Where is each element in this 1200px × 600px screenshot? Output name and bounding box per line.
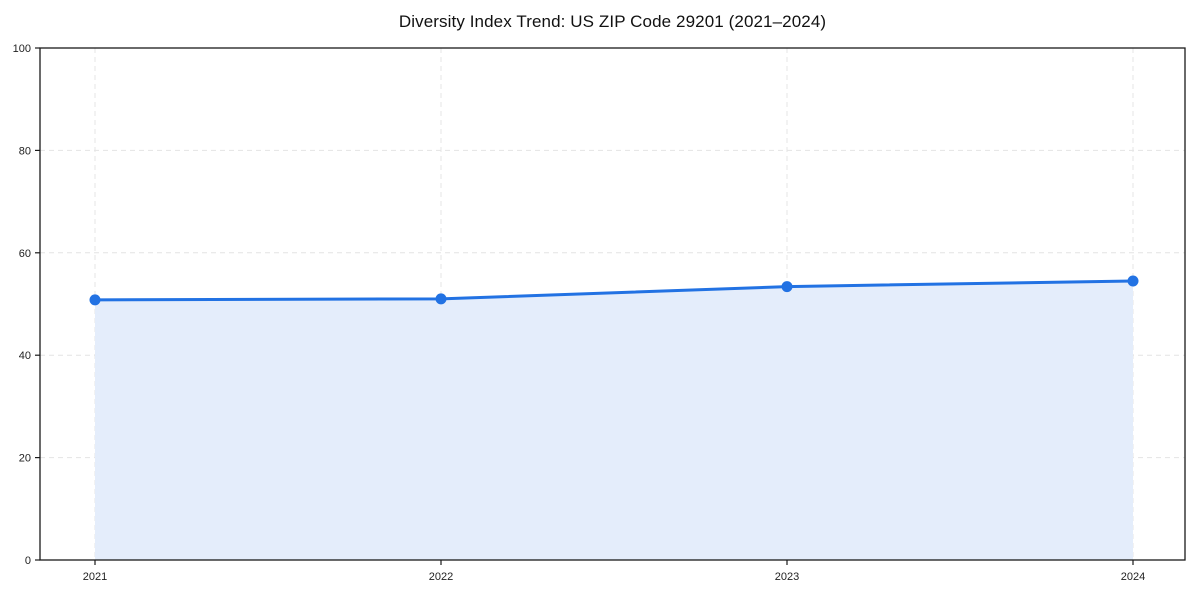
y-tick-label: 20 [19, 453, 31, 465]
data-point-marker [435, 293, 447, 305]
y-tick-label: 80 [19, 145, 31, 157]
chart-title: Diversity Index Trend: US ZIP Code 29201… [398, 12, 827, 31]
y-tick-label: 40 [19, 350, 31, 362]
data-point-marker [781, 281, 793, 293]
data-point-marker [1127, 275, 1139, 287]
y-tick-label: 100 [13, 43, 31, 55]
y-tick-label: 60 [19, 248, 31, 260]
x-tick-label: 2024 [1121, 571, 1145, 583]
x-tick-label: 2022 [429, 571, 453, 583]
x-tick-label: 2023 [775, 571, 799, 583]
series-line [93, 279, 1135, 302]
y-tick-label: 0 [25, 555, 31, 567]
x-tick-label: 2021 [83, 571, 107, 583]
data-point-marker [89, 294, 101, 306]
plot-border [39, 47, 1186, 561]
series-area-fill [95, 280, 1133, 560]
